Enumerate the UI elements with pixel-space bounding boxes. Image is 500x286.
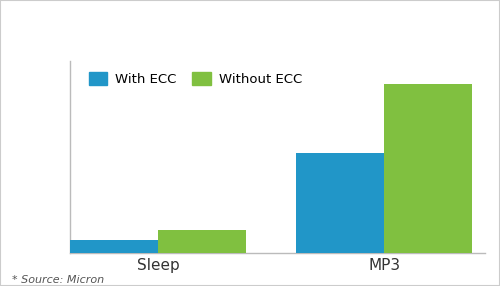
Bar <box>158 230 246 253</box>
Bar <box>70 240 158 253</box>
Bar <box>296 154 384 253</box>
Text: * Source: Micron: * Source: Micron <box>12 275 104 285</box>
Text: LPDDR4 Power Comparison, Low Power Use Cases*: LPDDR4 Power Comparison, Low Power Use C… <box>46 15 454 29</box>
Bar <box>384 84 472 253</box>
Legend: With ECC, Without ECC: With ECC, Without ECC <box>85 68 306 90</box>
